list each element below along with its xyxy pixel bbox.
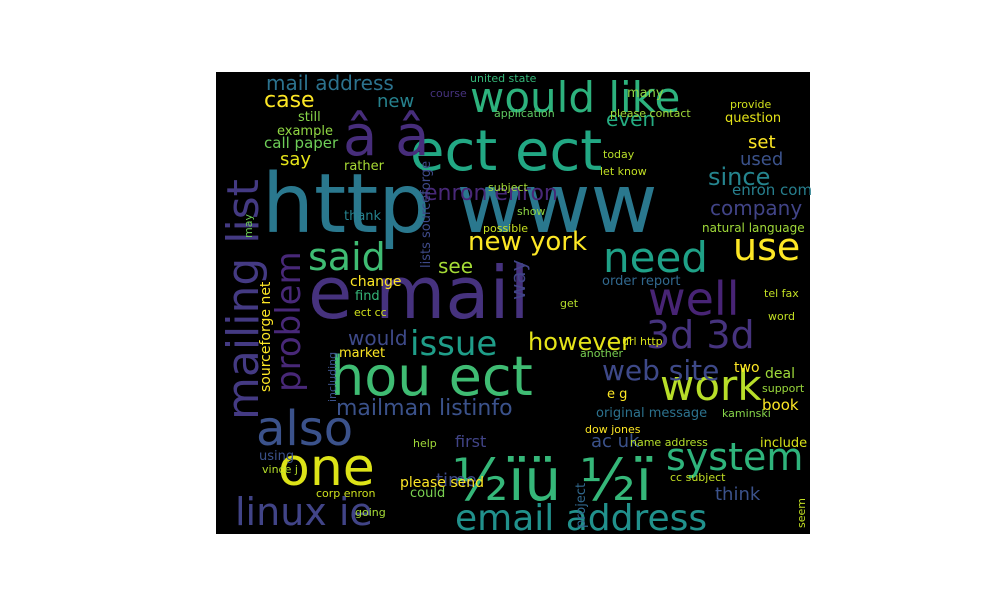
word: web site: [602, 354, 719, 387]
word: get: [560, 297, 579, 310]
word: think: [715, 484, 761, 505]
word: tel fax: [764, 287, 799, 300]
word: rather: [344, 159, 385, 174]
word: company: [710, 196, 802, 220]
word: even: [606, 107, 655, 131]
word: see: [438, 254, 473, 278]
word: set: [748, 132, 776, 153]
word: e g: [607, 387, 627, 402]
word: first: [455, 432, 486, 451]
word: new: [377, 91, 414, 112]
word: call paper: [264, 134, 339, 152]
word: hou ect: [330, 345, 533, 408]
word: question: [725, 111, 781, 126]
word: however: [528, 328, 631, 356]
word: â â: [343, 104, 429, 169]
word: two: [734, 360, 760, 376]
word: since: [708, 163, 770, 191]
word: said: [308, 235, 386, 279]
word: may: [242, 214, 255, 238]
word: well: [648, 272, 739, 326]
word: word: [768, 310, 795, 323]
word: application: [494, 107, 555, 120]
word: course: [430, 87, 467, 100]
word: sourceforge net: [258, 281, 274, 392]
word: include: [760, 436, 807, 451]
word: also: [256, 401, 353, 457]
word: show: [517, 205, 545, 218]
word: mailman listinfo: [336, 396, 513, 421]
word: say: [280, 149, 311, 170]
word: kaminski: [722, 407, 771, 420]
word: corp enron: [316, 487, 376, 500]
word: support: [762, 382, 805, 395]
word: could: [410, 486, 445, 501]
word: way: [506, 259, 530, 300]
word: http www: [262, 157, 658, 252]
word: vince j: [262, 463, 298, 476]
cloud-background: [216, 72, 810, 534]
word: please send: [400, 475, 484, 491]
word: need: [603, 233, 708, 282]
word: 3d 3d: [646, 313, 755, 357]
word: possible: [483, 222, 528, 235]
word: linux ie: [235, 490, 373, 534]
word: original message: [596, 406, 707, 421]
word: issue: [410, 324, 497, 364]
word: order report: [602, 274, 681, 289]
word: change: [350, 274, 402, 290]
word: natural language: [702, 221, 805, 235]
word: new york: [468, 227, 587, 257]
word: example: [277, 124, 333, 139]
word: provide: [730, 98, 772, 111]
word: would: [348, 326, 408, 350]
word: subject: [488, 181, 529, 194]
word: thank: [344, 209, 382, 224]
word: seem: [795, 498, 808, 528]
word: used: [740, 149, 783, 170]
word: time: [436, 470, 477, 491]
word: name address: [630, 436, 708, 449]
word: enron enron: [424, 181, 558, 206]
word: using: [259, 449, 294, 464]
word: work: [660, 361, 762, 410]
word: system: [666, 435, 803, 479]
word: including: [326, 352, 339, 402]
word: case: [264, 88, 315, 113]
word: e mail: [308, 251, 529, 335]
word: cc subject: [670, 471, 726, 484]
word: another: [580, 347, 623, 360]
word: email address: [455, 498, 707, 539]
word: use: [733, 225, 800, 269]
word: book: [762, 396, 799, 414]
word: url http: [622, 335, 663, 348]
word: ½ïü ½ï: [452, 446, 653, 514]
word: lists sourceforge: [419, 161, 434, 268]
word: today: [603, 148, 635, 161]
word: one: [278, 438, 375, 498]
word: project: [574, 483, 589, 528]
word: problem: [269, 251, 309, 392]
word: united state: [470, 72, 537, 85]
word: mail address: [266, 71, 394, 95]
word: market: [339, 346, 385, 361]
word: let know: [600, 165, 647, 178]
word: ac uk: [591, 431, 640, 452]
word: please contact: [610, 107, 691, 120]
word: going: [355, 506, 386, 519]
word: ect ect: [410, 119, 602, 184]
word: would like: [470, 73, 680, 122]
word: deal: [765, 366, 795, 382]
word: ect cc: [354, 306, 387, 319]
word: dow jones: [585, 423, 641, 436]
word: enron com: [732, 181, 812, 199]
word: help: [413, 437, 437, 450]
word: many: [627, 86, 664, 101]
word: find: [355, 289, 380, 304]
word: mailing list: [218, 179, 269, 420]
word: still: [298, 110, 321, 125]
